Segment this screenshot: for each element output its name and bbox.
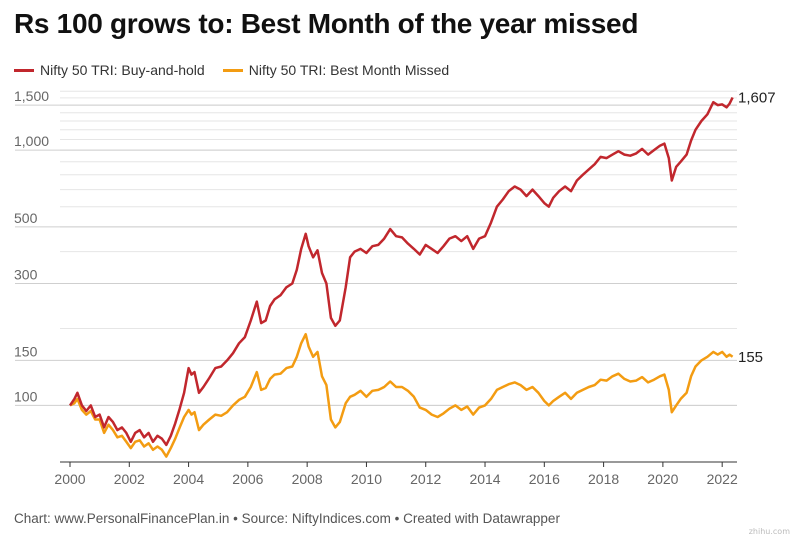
- series-line-best-month-missed: [69, 332, 734, 458]
- legend-label-best-month-missed: Nifty 50 TRI: Best Month Missed: [248, 62, 450, 78]
- x-tick-label: 2014: [469, 471, 500, 487]
- y-tick-label: 300: [14, 267, 38, 283]
- chart-title: Rs 100 grows to: Best Month of the year …: [14, 8, 639, 39]
- x-tick-label: 2016: [529, 471, 560, 487]
- y-tick-label: 1,000: [14, 133, 49, 149]
- x-tick-label: 2010: [351, 471, 382, 487]
- y-tick-label: 150: [14, 343, 38, 359]
- x-tick-label: 2002: [114, 471, 145, 487]
- watermark: zhihu.com: [748, 527, 790, 536]
- legend-item-buy-and-hold[interactable]: Nifty 50 TRI: Buy-and-hold: [14, 62, 205, 78]
- x-tick-label: 2008: [292, 471, 323, 487]
- x-tick-label: 2000: [54, 471, 85, 487]
- end-label-best-month-missed: 155: [738, 349, 763, 366]
- y-tick-label: 1,500: [14, 88, 49, 104]
- end-label-buy-and-hold: 1,607: [738, 90, 776, 107]
- legend-swatch-buy-and-hold: [14, 68, 34, 72]
- gridlines: [15, 90, 737, 406]
- x-tick-label: 2006: [232, 471, 263, 487]
- legend-item-best-month-missed[interactable]: Nifty 50 TRI: Best Month Missed: [222, 62, 450, 78]
- y-tick-label: 100: [14, 388, 38, 404]
- legend-swatch-best-month-missed: [222, 68, 243, 72]
- series-line-buy-and-hold: [68, 96, 734, 447]
- y-tick-label: 500: [14, 210, 38, 226]
- x-tick-label: 2018: [588, 471, 619, 487]
- x-tick-label: 2020: [647, 471, 678, 487]
- x-tick-label: 2022: [707, 471, 738, 487]
- x-tick-label: 2004: [173, 471, 204, 487]
- chart-footer: Chart: www.PersonalFinancePlan.in • Sour…: [14, 511, 560, 526]
- legend: Nifty 50 TRI: Buy-and-hold Nifty 50 TRI:…: [14, 62, 467, 78]
- legend-label-buy-and-hold: Nifty 50 TRI: Buy-and-hold: [40, 62, 205, 78]
- x-tick-label: 2012: [410, 471, 441, 487]
